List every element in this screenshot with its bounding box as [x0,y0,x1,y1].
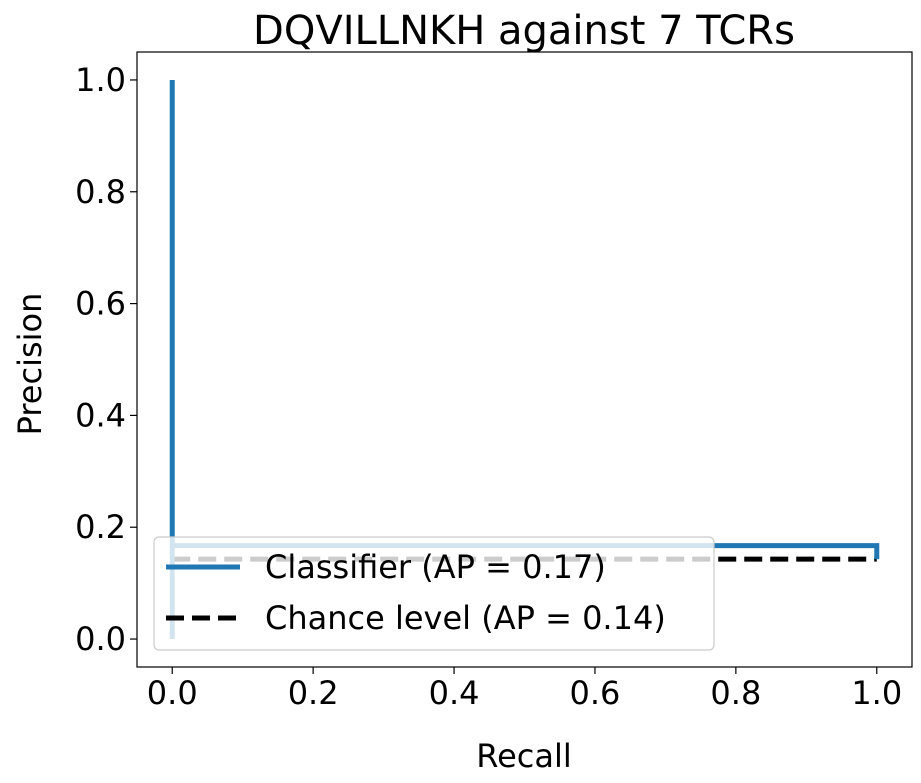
x-tick-label: 0.2 [288,674,339,712]
y-tick-label: 0.6 [75,285,126,323]
y-tick-label: 0.8 [75,173,126,211]
x-tick-label: 0.4 [429,674,480,712]
y-tick-label: 0.4 [75,396,126,434]
legend-label-0: Classifier (AP = 0.17) [265,548,606,586]
x-tick-label: 0.0 [147,674,198,712]
chart-title: DQVILLNKH against 7 TCRs [253,8,795,54]
x-tick-label: 0.6 [570,674,621,712]
plot-frame [136,51,913,668]
x-tick-label: 1.0 [851,674,902,712]
legend: Classifier (AP = 0.17) Chance level (AP =… [153,536,715,651]
y-tick-label: 0.2 [75,508,126,546]
y-tick-label: 0.0 [75,620,126,658]
y-axis-ticks: 0.0 0.2 0.4 0.6 0.8 1.0 [75,61,137,658]
x-axis-ticks: 0.0 0.2 0.4 0.6 0.8 1.0 [147,667,902,712]
legend-box [153,536,715,651]
y-axis-label: Precision [11,293,49,436]
x-axis-label: Recall [476,737,571,775]
x-tick-label: 0.8 [710,674,761,712]
legend-label-1: Chance level (AP = 0.14) [265,599,666,637]
y-tick-label: 1.0 [75,61,126,99]
